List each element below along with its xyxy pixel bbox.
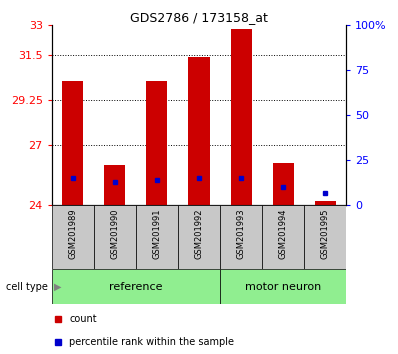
Text: GSM201994: GSM201994 [279,209,288,259]
Bar [52,205,94,269]
Text: ▶: ▶ [54,282,61,292]
Text: count: count [69,314,97,324]
Text: GSM201992: GSM201992 [195,209,203,259]
Bar [136,205,178,269]
Bar [146,81,168,205]
Title: GDS2786 / 173158_at: GDS2786 / 173158_at [130,11,268,24]
Text: GSM201995: GSM201995 [321,209,330,259]
Text: GSM201989: GSM201989 [68,209,77,259]
Bar [220,205,262,269]
Bar [104,165,125,205]
Text: GSM201993: GSM201993 [236,209,246,259]
Text: percentile rank within the sample: percentile rank within the sample [69,337,234,347]
Bar [230,29,252,205]
Text: motor neuron: motor neuron [245,282,321,292]
Text: reference: reference [109,282,163,292]
Bar [52,269,220,304]
Bar [315,201,336,205]
Bar [273,163,294,205]
Bar [304,205,346,269]
Bar [178,205,220,269]
Bar [220,269,346,304]
Bar [262,205,304,269]
Bar [94,205,136,269]
Bar [62,81,83,205]
Text: GSM201990: GSM201990 [110,209,119,259]
Text: cell type: cell type [6,282,48,292]
Bar [189,57,209,205]
Text: GSM201991: GSM201991 [152,209,162,259]
